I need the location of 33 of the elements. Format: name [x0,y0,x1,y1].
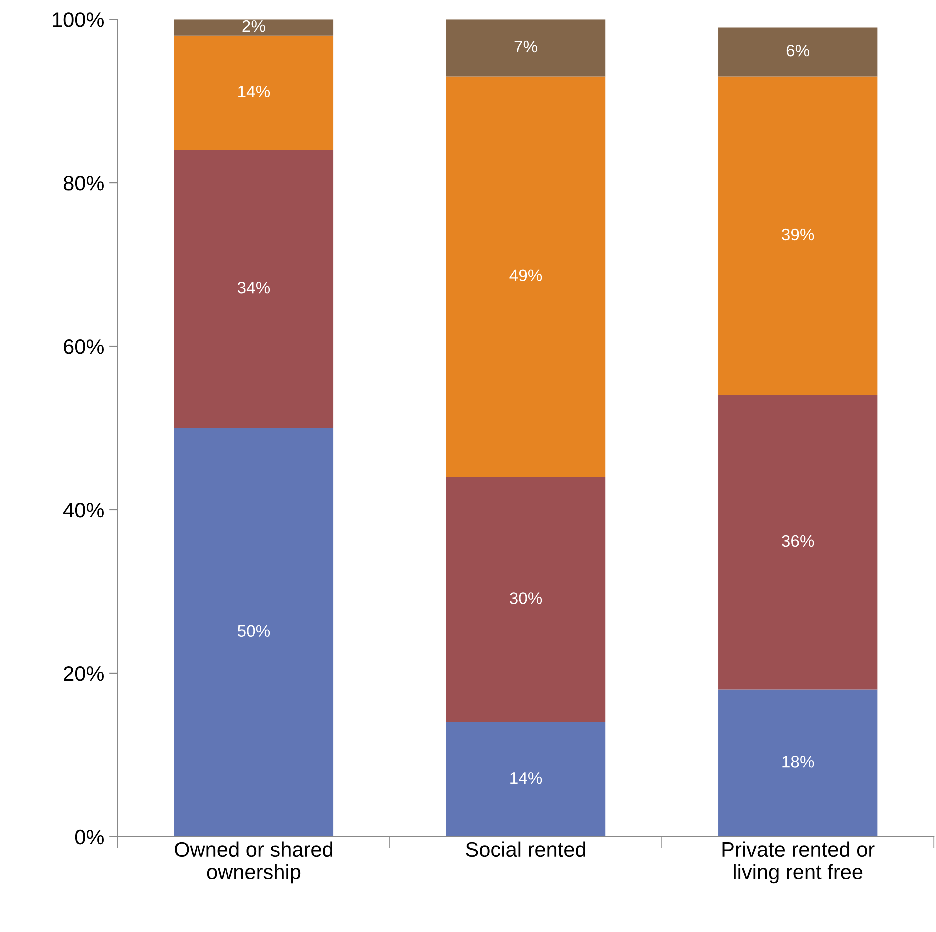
x-tick-label: Social rented [466,842,586,858]
data-label: 14% [238,86,270,98]
bar [174,36,334,150]
x-tick-label: Owned or shared ownership [175,842,333,884]
data-label: 6% [786,44,810,57]
bar [718,396,878,690]
bar [446,477,606,723]
bar [174,150,334,428]
bar [174,428,334,837]
data-label: 49% [510,270,542,282]
data-label: 36% [782,535,814,548]
data-label: 7% [514,40,538,53]
y-tick-label: 80% [64,176,104,191]
data-label: 34% [238,282,270,294]
data-label: 30% [510,592,542,604]
bar [718,28,878,77]
data-label: 14% [510,772,542,784]
bar [446,722,606,837]
bar [718,690,878,837]
y-tick-label: 40% [64,502,104,518]
data-label: 50% [238,625,270,638]
bar [174,20,334,36]
y-tick-label: 60% [64,340,104,354]
y-tick-label: 0% [75,830,104,845]
bar [446,76,606,478]
data-label: 2% [242,20,266,32]
bar [446,20,606,77]
y-tick-label: 20% [64,666,104,682]
data-label: 39% [782,228,814,241]
bar [718,76,878,396]
y-tick-label: 100% [53,12,104,28]
x-tick-label: Private rented or living rent free [722,842,875,884]
data-label: 18% [782,756,814,768]
